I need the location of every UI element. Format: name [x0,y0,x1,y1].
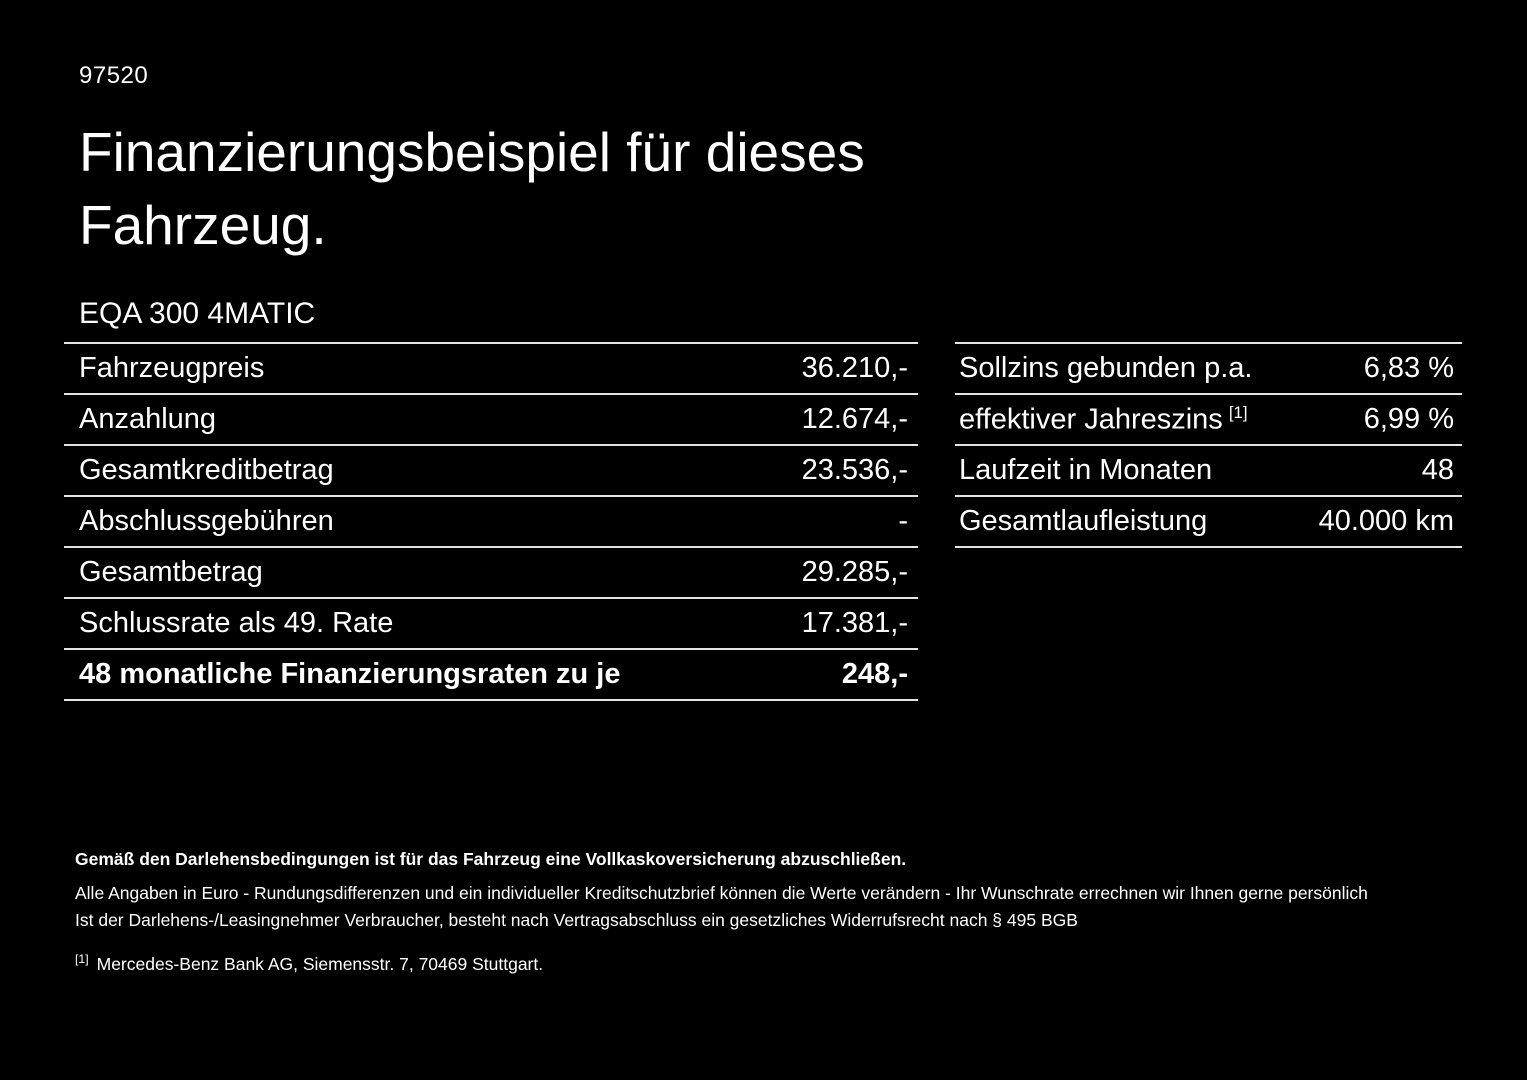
footnote: [1] Mercedes-Benz Bank AG, Siemensstr. 7,… [75,946,1455,978]
footnote-ref-icon: [1] [1228,402,1248,422]
vehicle-model: EQA 300 4MATIC [79,297,316,330]
table-row: Gesamtkreditbetrag 23.536,- [64,446,918,497]
right-finance-table: Sollzins gebunden p.a. 6,83 % effektiver… [955,342,1462,548]
finance-tables: Fahrzeugpreis 36.210,- Anzahlung 12.674,… [64,342,1462,701]
row-label: Sollzins gebunden p.a. [959,352,1253,384]
euro-note: Alle Angaben in Euro - Rundungsdifferenz… [75,883,1368,903]
doc-number: 97520 [79,62,149,89]
row-value: 23.536,- [801,454,908,486]
table-row-monthly-rate: 48 monatliche Finanzierungsraten zu je 2… [64,650,918,701]
withdrawal-note: Ist der Darlehens-/Leasingnehmer Verbrau… [75,910,1078,930]
footnote-marker: [1] [75,952,89,966]
row-value: - [898,505,908,537]
page-title-line1: Finanzierungsbeispiel für dieses [79,121,865,183]
row-label: Anzahlung [79,403,217,435]
row-value: 40.000 km [1318,505,1454,537]
row-label: Abschlussgebühren [79,505,334,537]
row-label: Fahrzeugpreis [79,352,265,384]
row-value: 12.674,- [801,403,908,435]
legal-footer: Gemäß den Darlehensbedingungen ist für d… [75,846,1455,978]
page-title: Finanzierungsbeispiel für dieses Fahrzeu… [79,116,865,262]
row-label: Laufzeit in Monaten [959,454,1213,486]
table-row: Laufzeit in Monaten 48 [955,446,1462,497]
row-value: 17.381,- [801,607,908,639]
table-row: Sollzins gebunden p.a. 6,83 % [955,344,1462,395]
insurance-note: Gemäß den Darlehensbedingungen ist für d… [75,849,907,869]
row-value: 29.285,- [801,556,908,588]
row-label: Schlussrate als 49. Rate [79,607,394,639]
table-row: Gesamtbetrag 29.285,- [64,548,918,599]
row-value: 248,- [841,658,908,690]
footnote-text: Mercedes-Benz Bank AG, Siemensstr. 7, 70… [96,953,544,974]
table-row: Gesamtlaufleistung 40.000 km [955,497,1462,548]
row-value: 6,83 % [1363,352,1454,384]
left-finance-table: Fahrzeugpreis 36.210,- Anzahlung 12.674,… [64,342,918,701]
row-label: Gesamtbetrag [79,556,263,588]
row-label: effektiver Jahreszins [1] [959,402,1248,436]
row-label: Gesamtkreditbetrag [79,454,334,486]
table-row: effektiver Jahreszins [1] 6,99 % [955,395,1462,446]
row-label: 48 monatliche Finanzierungsraten zu je [79,658,621,690]
table-row: Anzahlung 12.674,- [64,395,918,446]
row-value: 48 [1421,454,1454,486]
table-row: Schlussrate als 49. Rate 17.381,- [64,599,918,650]
page-title-line2: Fahrzeug. [79,194,327,256]
table-row: Fahrzeugpreis 36.210,- [64,344,918,395]
row-value: 36.210,- [801,352,908,384]
row-label: Gesamtlaufleistung [959,505,1208,537]
row-value: 6,99 % [1363,403,1454,435]
table-row: Abschlussgebühren - [64,497,918,548]
